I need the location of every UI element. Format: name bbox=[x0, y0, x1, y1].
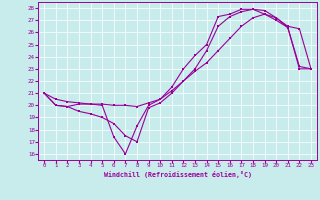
X-axis label: Windchill (Refroidissement éolien,°C): Windchill (Refroidissement éolien,°C) bbox=[104, 171, 252, 178]
